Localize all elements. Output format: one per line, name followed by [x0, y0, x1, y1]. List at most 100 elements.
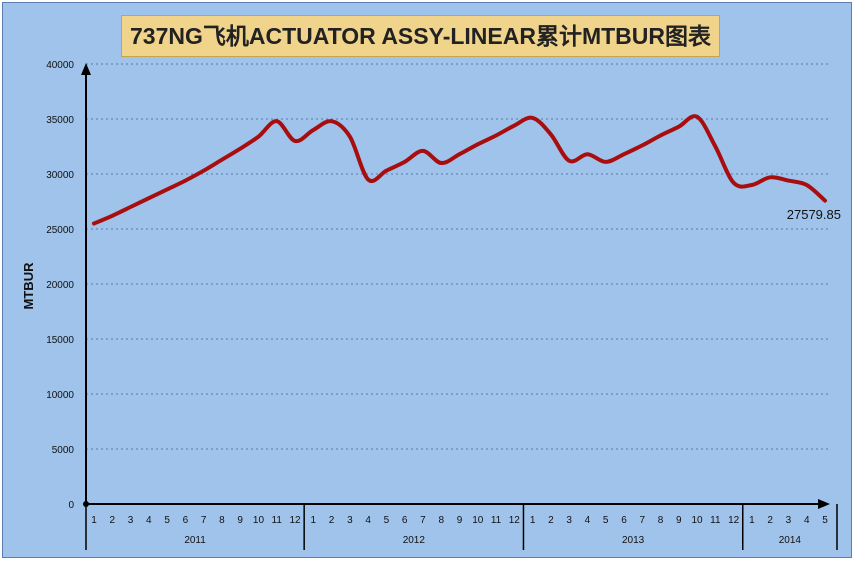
data-point [622, 152, 626, 156]
data-point [750, 183, 754, 187]
x-tick-label: 7 [201, 515, 207, 526]
data-point [311, 128, 315, 132]
x-tick-label: 10 [472, 515, 484, 526]
data-point [202, 169, 206, 173]
data-point [147, 196, 151, 200]
data-point [695, 115, 699, 119]
x-tick-label: 2 [109, 515, 115, 526]
x-tick-label: 4 [804, 515, 810, 526]
year-labels: 2011 2012 2013 2014 [85, 504, 838, 550]
y-tick-label: 0 [68, 500, 74, 511]
x-tick-label: 5 [384, 515, 390, 526]
x-tick-label: 8 [658, 515, 664, 526]
data-point [567, 159, 571, 163]
x-tick-label: 9 [676, 515, 682, 526]
x-tick-label: 2 [329, 515, 335, 526]
x-tick-label: 3 [566, 515, 572, 526]
data-point [220, 158, 224, 162]
y-tick-label: 5000 [52, 445, 75, 456]
y-tick-label: 15000 [46, 335, 74, 346]
y-tick-label: 35000 [46, 115, 74, 126]
series-layer [92, 114, 827, 226]
x-tick-label: 1 [91, 515, 97, 526]
y-tick-labels: 0 5000 10000 15000 20000 25000 30000 35000 40000 [46, 60, 74, 511]
chart-title: 737NG飞机ACTUATOR ASSY-LINEAR累计MTBUR图表 [121, 15, 720, 57]
data-point [604, 160, 608, 164]
x-tick-label: 3 [786, 515, 792, 526]
data-point [256, 135, 260, 139]
x-tick-labels: 1 2 3 4 5 6 7 8 9 10 11 12 1 2 3 4 5 6 7 8 9 10 11 12 1 2 3 4 5 6 7 8 9 1… [91, 515, 828, 526]
year-label: 2013 [622, 535, 645, 546]
y-axis-label: MTBUR [21, 262, 36, 310]
data-point [129, 205, 133, 209]
x-tick-label: 11 [491, 515, 502, 526]
data-point [165, 187, 169, 191]
x-tick-label: 1 [749, 515, 755, 526]
x-tick-label: 12 [509, 515, 521, 526]
data-point [512, 124, 516, 128]
x-tick-label: 6 [402, 515, 408, 526]
axes [81, 63, 830, 509]
x-tick-label: 11 [272, 515, 283, 526]
x-tick-label: 1 [530, 515, 536, 526]
x-tick-label: 7 [420, 515, 426, 526]
data-point [348, 135, 352, 139]
x-tick-label: 2 [767, 515, 773, 526]
x-tick-label: 1 [311, 515, 317, 526]
data-point [786, 179, 790, 183]
year-label: 2014 [779, 535, 802, 546]
data-point [585, 152, 589, 156]
x-tick-label: 6 [621, 515, 627, 526]
data-point [805, 183, 809, 187]
data-point [768, 175, 772, 179]
data-point [823, 199, 827, 203]
x-tick-label: 4 [585, 515, 591, 526]
line-chart: 0 5000 10000 15000 20000 25000 30000 35000 40000… [21, 60, 841, 550]
data-point [640, 143, 644, 147]
x-tick-label: 5 [822, 515, 828, 526]
data-point [403, 160, 407, 164]
y-tick-label: 10000 [46, 390, 74, 401]
x-axis-arrow [818, 499, 830, 509]
y-tick-label: 25000 [46, 225, 74, 236]
year-label: 2012 [403, 535, 426, 546]
x-tick-label: 7 [639, 515, 645, 526]
x-tick-label: 10 [253, 515, 265, 526]
annotation-layer: 27579.85 [787, 207, 841, 222]
data-point [110, 214, 114, 218]
x-tick-label: 8 [219, 515, 225, 526]
data-point [421, 149, 425, 153]
data-point [439, 161, 443, 165]
data-point [659, 134, 663, 137]
x-tick-label: 2 [548, 515, 554, 526]
data-point [732, 181, 736, 185]
x-tick-label: 12 [289, 515, 301, 526]
x-tick-label: 12 [728, 515, 740, 526]
data-point [384, 169, 388, 173]
x-tick-label: 3 [347, 515, 353, 526]
x-tick-label: 3 [128, 515, 134, 526]
x-tick-label: 5 [164, 515, 170, 526]
data-point [677, 125, 681, 129]
data-point [366, 178, 370, 181]
data-point [275, 119, 279, 123]
data-point [476, 142, 480, 146]
data-point [293, 139, 297, 143]
x-tick-label: 9 [237, 515, 243, 526]
data-point [713, 145, 717, 148]
data-point [531, 116, 535, 120]
data-point [458, 152, 461, 156]
x-tick-label: 4 [146, 515, 152, 526]
data-point [183, 179, 187, 183]
y-tick-label: 40000 [46, 60, 74, 71]
data-point [238, 147, 242, 151]
data-point [92, 222, 96, 225]
x-tick-label: 6 [183, 515, 189, 526]
data-label: 27579.85 [787, 207, 841, 222]
y-axis-arrow [81, 63, 91, 75]
x-tick-label: 9 [457, 515, 463, 526]
x-tick-label: 8 [438, 515, 444, 526]
data-point [494, 134, 498, 137]
x-tick-label: 5 [603, 515, 609, 526]
